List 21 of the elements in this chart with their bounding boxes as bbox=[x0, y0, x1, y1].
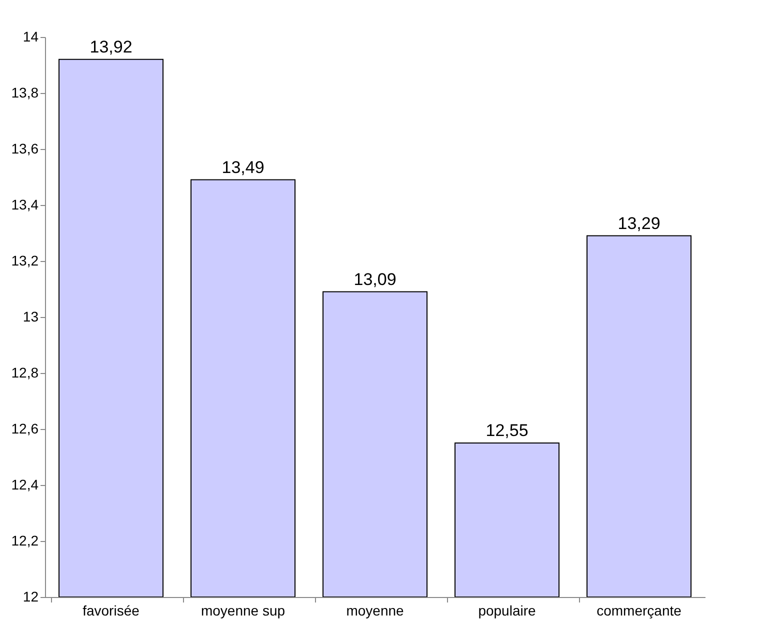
data-label: 13,49 bbox=[222, 158, 264, 177]
y-tick-label: 13,4 bbox=[11, 196, 39, 212]
data-label: 12,55 bbox=[486, 421, 528, 440]
y-tick-label: 12,6 bbox=[11, 420, 39, 436]
x-tick-label: moyenne sup bbox=[200, 602, 286, 618]
y-tick-label: 12,8 bbox=[11, 364, 39, 380]
x-tick-label: populaire bbox=[478, 602, 536, 618]
x-tick-label: moyenne bbox=[346, 602, 404, 618]
y-tick-label: 13 bbox=[22, 308, 39, 324]
data-label: 13,29 bbox=[618, 214, 660, 233]
y-tick-label: 12,4 bbox=[11, 476, 39, 492]
y-tick-label: 12 bbox=[22, 588, 39, 604]
y-tick-label: 14 bbox=[22, 28, 39, 44]
x-tick-label: favorisée bbox=[82, 602, 140, 618]
y-tick-label: 13,2 bbox=[11, 252, 39, 268]
data-label: 13,92 bbox=[90, 37, 132, 56]
y-tick-label: 13,6 bbox=[11, 140, 39, 156]
y-tick-label: 13,8 bbox=[11, 84, 39, 100]
y-tick-label: 12,2 bbox=[11, 532, 39, 548]
x-tick-label: commerçante bbox=[596, 602, 682, 618]
data-label: 13,09 bbox=[354, 270, 396, 289]
